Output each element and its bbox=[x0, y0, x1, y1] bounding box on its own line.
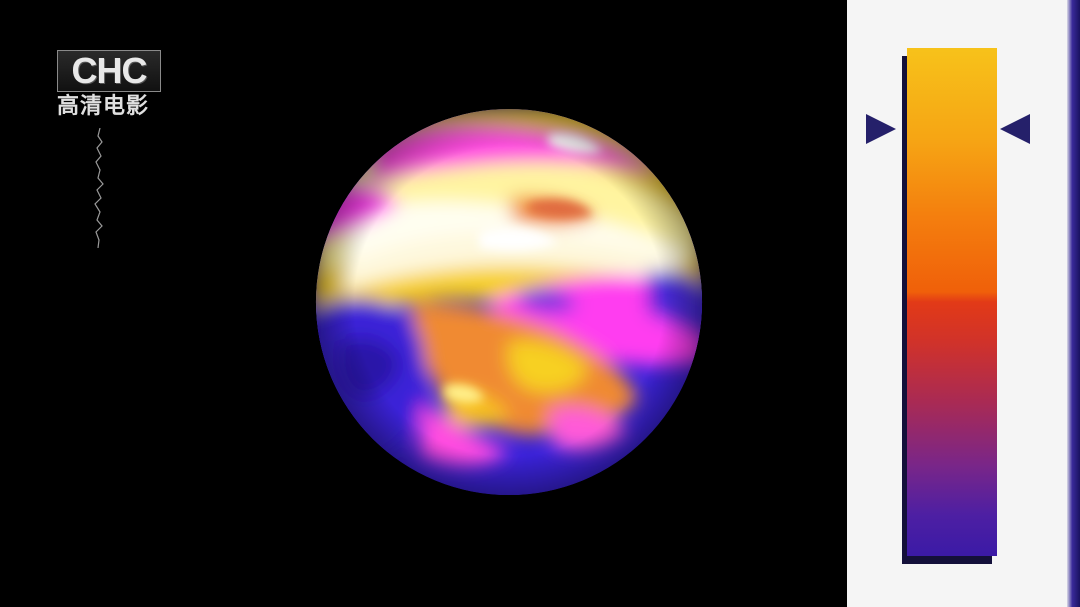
logo-letters: CHC bbox=[71, 50, 148, 91]
scale-marker-left-icon bbox=[866, 114, 896, 144]
channel-logo: CHC 高清电影 bbox=[57, 50, 165, 118]
thermal-planet-image bbox=[315, 108, 703, 496]
panel-edge bbox=[1067, 0, 1080, 607]
logo-badge: CHC bbox=[57, 50, 161, 92]
temperature-scale-bar bbox=[907, 48, 997, 556]
signal-noise-line bbox=[94, 128, 104, 248]
logo-subtitle: 高清电影 bbox=[57, 94, 150, 119]
scale-marker-right-icon bbox=[1000, 114, 1030, 144]
